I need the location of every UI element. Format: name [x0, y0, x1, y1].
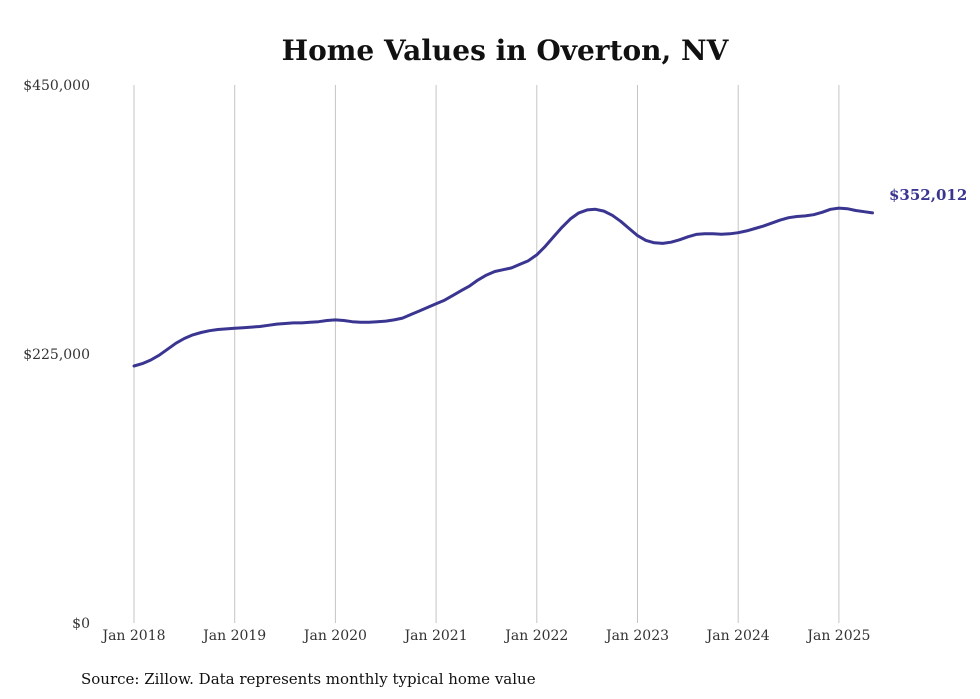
- end-value-label: $352,012: [889, 186, 967, 204]
- x-tick-label-5: Jan 2023: [604, 628, 669, 644]
- x-tick-label-2: Jan 2020: [302, 628, 367, 644]
- vertical-gridlines: [133, 85, 840, 623]
- x-tick-label-4: Jan 2022: [503, 628, 568, 644]
- y-axis-ticks: $0 $225,000 $450,000: [23, 78, 90, 632]
- x-tick-label-3: Jan 2021: [403, 628, 468, 644]
- y-tick-label-2: $450,000: [23, 78, 90, 94]
- source-note: Source: Zillow. Data represents monthly …: [81, 670, 536, 688]
- x-axis-ticks: Jan 2018 Jan 2019 Jan 2020 Jan 2021 Jan 2022…: [100, 628, 870, 644]
- x-tick-label-1: Jan 2019: [201, 628, 266, 644]
- x-tick-label-7: Jan 2025: [805, 628, 870, 644]
- series-line-0: [132, 206, 874, 368]
- series-layer: [132, 206, 874, 368]
- chart-title: Home Values in Overton, NV: [282, 34, 730, 67]
- y-tick-label-0: $0: [72, 616, 90, 632]
- x-tick-label-6: Jan 2024: [705, 628, 770, 644]
- y-tick-label-1: $225,000: [23, 347, 90, 363]
- x-tick-label-0: Jan 2018: [100, 628, 165, 644]
